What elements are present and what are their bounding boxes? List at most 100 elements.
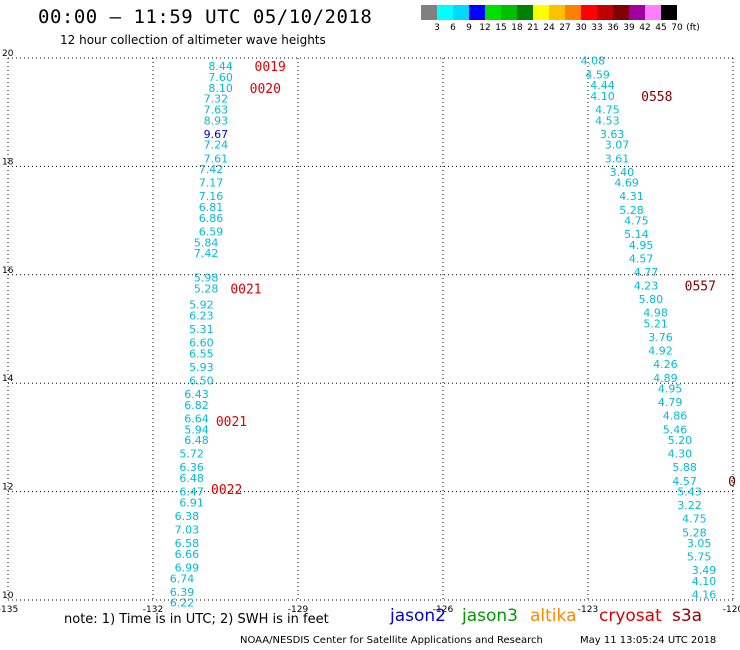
wave-height-value: 7.17 [199, 177, 224, 190]
time-label: 0022 [211, 483, 242, 498]
wave-height-value: 4.69 [614, 177, 639, 190]
legend-label: 36 [607, 23, 619, 33]
timestamp-text: May 11 13:05:24 UTC 2018 [580, 635, 717, 646]
wave-height-value: 5.28 [194, 282, 219, 295]
credit-text: NOAA/NESDIS Center for Satellite Applica… [240, 635, 543, 646]
wave-height-value: 4.53 [595, 114, 620, 127]
legend-label: 15 [495, 23, 507, 33]
legend-label: 3 [434, 23, 440, 33]
page-title: 00:00 — 11:59 UTC 05/10/2018 [38, 6, 373, 28]
wave-height-value: 5.14 [624, 228, 649, 241]
time-label: 0 [728, 475, 736, 490]
wave-height-value: 4.10 [590, 90, 615, 103]
legend-swatch [565, 5, 581, 20]
footer-note: note: 1) Time is in UTC; 2) SWH is in fe… [64, 612, 329, 627]
legend-swatch [421, 5, 437, 20]
wave-height-value: 4.10 [692, 575, 717, 588]
wave-height-value: 3.40 [610, 166, 635, 179]
time-label: 0021 [230, 282, 261, 297]
wave-height-value: 6.48 [179, 472, 204, 485]
y-tick-label: 12 [2, 483, 13, 493]
wave-height-value: 8.93 [204, 114, 229, 127]
wave-height-value: 6.43 [184, 388, 209, 401]
wave-height-value: 5.72 [179, 448, 204, 461]
wave-height-value: 4.30 [668, 448, 693, 461]
satellite-altika-label: altika [530, 606, 577, 626]
y-tick-label: 20 [2, 49, 14, 59]
wave-height-value: 5.94 [184, 423, 209, 436]
wave-height-value: 4.44 [590, 79, 615, 92]
time-label: 0558 [641, 90, 672, 105]
legend-label: 45 [655, 23, 667, 33]
x-tick-label: -126 [433, 605, 454, 615]
wave-height-value: 7.60 [208, 71, 233, 84]
wave-height-value: 6.60 [189, 337, 214, 350]
y-tick-label: 10 [2, 591, 14, 601]
legend-label: 33 [591, 23, 603, 33]
time-label: 0021 [216, 415, 247, 430]
legend-swatch [629, 5, 645, 20]
satellite-jason2-label: jason2 [390, 606, 446, 626]
wave-height-value: 5.93 [189, 361, 214, 374]
legend-swatch [597, 5, 613, 20]
wave-height-value: 4.59 [585, 68, 610, 81]
y-tick-label: 18 [2, 157, 14, 167]
wave-height-value: 4.16 [692, 589, 717, 602]
wave-height-value: 5.92 [189, 299, 214, 312]
wave-height-value: 8.10 [208, 82, 233, 95]
legend-swatch [645, 5, 661, 20]
wave-height-value: 4.98 [643, 307, 668, 320]
wave-height-value: 6.58 [175, 537, 200, 550]
wave-height-value: 6.99 [175, 561, 200, 574]
wave-height-value: 7.42 [194, 247, 219, 260]
x-tick-label: -120 [723, 605, 740, 615]
wave-height-value: 7.61 [204, 152, 229, 165]
wave-height-value: 7.24 [204, 139, 229, 152]
wave-height-value: 5.75 [687, 551, 712, 564]
wave-height-value: 6.39 [170, 586, 195, 599]
legend-label: (ft) [686, 23, 700, 33]
legend-swatch [453, 5, 469, 20]
wave-height-value: 6.74 [170, 572, 195, 585]
time-label: 0019 [255, 60, 286, 75]
wave-height-value: 4.89 [653, 372, 678, 385]
legend-swatch [549, 5, 565, 20]
wave-height-value: 4.75 [682, 513, 707, 526]
wave-height-value: 5.28 [619, 204, 644, 217]
satellite-cryosat-label: cryosat [599, 606, 662, 626]
time-label: 0557 [685, 280, 716, 295]
wave-height-value: 4.57 [672, 475, 697, 488]
wave-height-value: 6.38 [175, 510, 200, 523]
wave-height-value: 8.44 [208, 60, 233, 73]
wave-height-value: 3.61 [605, 152, 630, 165]
wave-height-value: 3.76 [648, 331, 673, 344]
legend-swatch [581, 5, 597, 20]
wave-height-value: 7.42 [199, 163, 224, 176]
wave-height-value: 5.80 [639, 293, 664, 306]
legend-swatch [613, 5, 629, 20]
wave-height-value: 5.28 [682, 526, 707, 539]
wave-height-value: 6.59 [199, 225, 224, 238]
wave-height-value: 3.22 [677, 499, 702, 512]
legend-swatch [501, 5, 517, 20]
wave-height-value: 4.26 [653, 358, 678, 371]
legend-label: 30 [575, 23, 587, 33]
wave-height-value: 5.46 [663, 423, 688, 436]
x-tick-label: -135 [0, 605, 18, 615]
legend-swatch [517, 5, 533, 20]
wave-height-value: 5.98 [194, 272, 219, 285]
wave-height-value: 5.84 [194, 236, 219, 249]
wave-height-value: 4.75 [595, 103, 620, 116]
wave-height-value: 6.91 [179, 496, 204, 509]
wave-height-value: 4.95 [658, 383, 683, 396]
legend-swatch [533, 5, 549, 20]
legend-label: 24 [543, 23, 555, 33]
wave-height-value: 6.81 [199, 201, 224, 214]
wave-height-value: 6.22 [170, 597, 195, 610]
wave-height-value: 3.05 [687, 537, 712, 550]
wave-height-value: 6.66 [175, 548, 200, 561]
wave-height-value: 4.95 [629, 239, 654, 252]
satellite-jason3-label: jason3 [462, 606, 518, 626]
wave-height-value: 4.08 [581, 55, 606, 68]
